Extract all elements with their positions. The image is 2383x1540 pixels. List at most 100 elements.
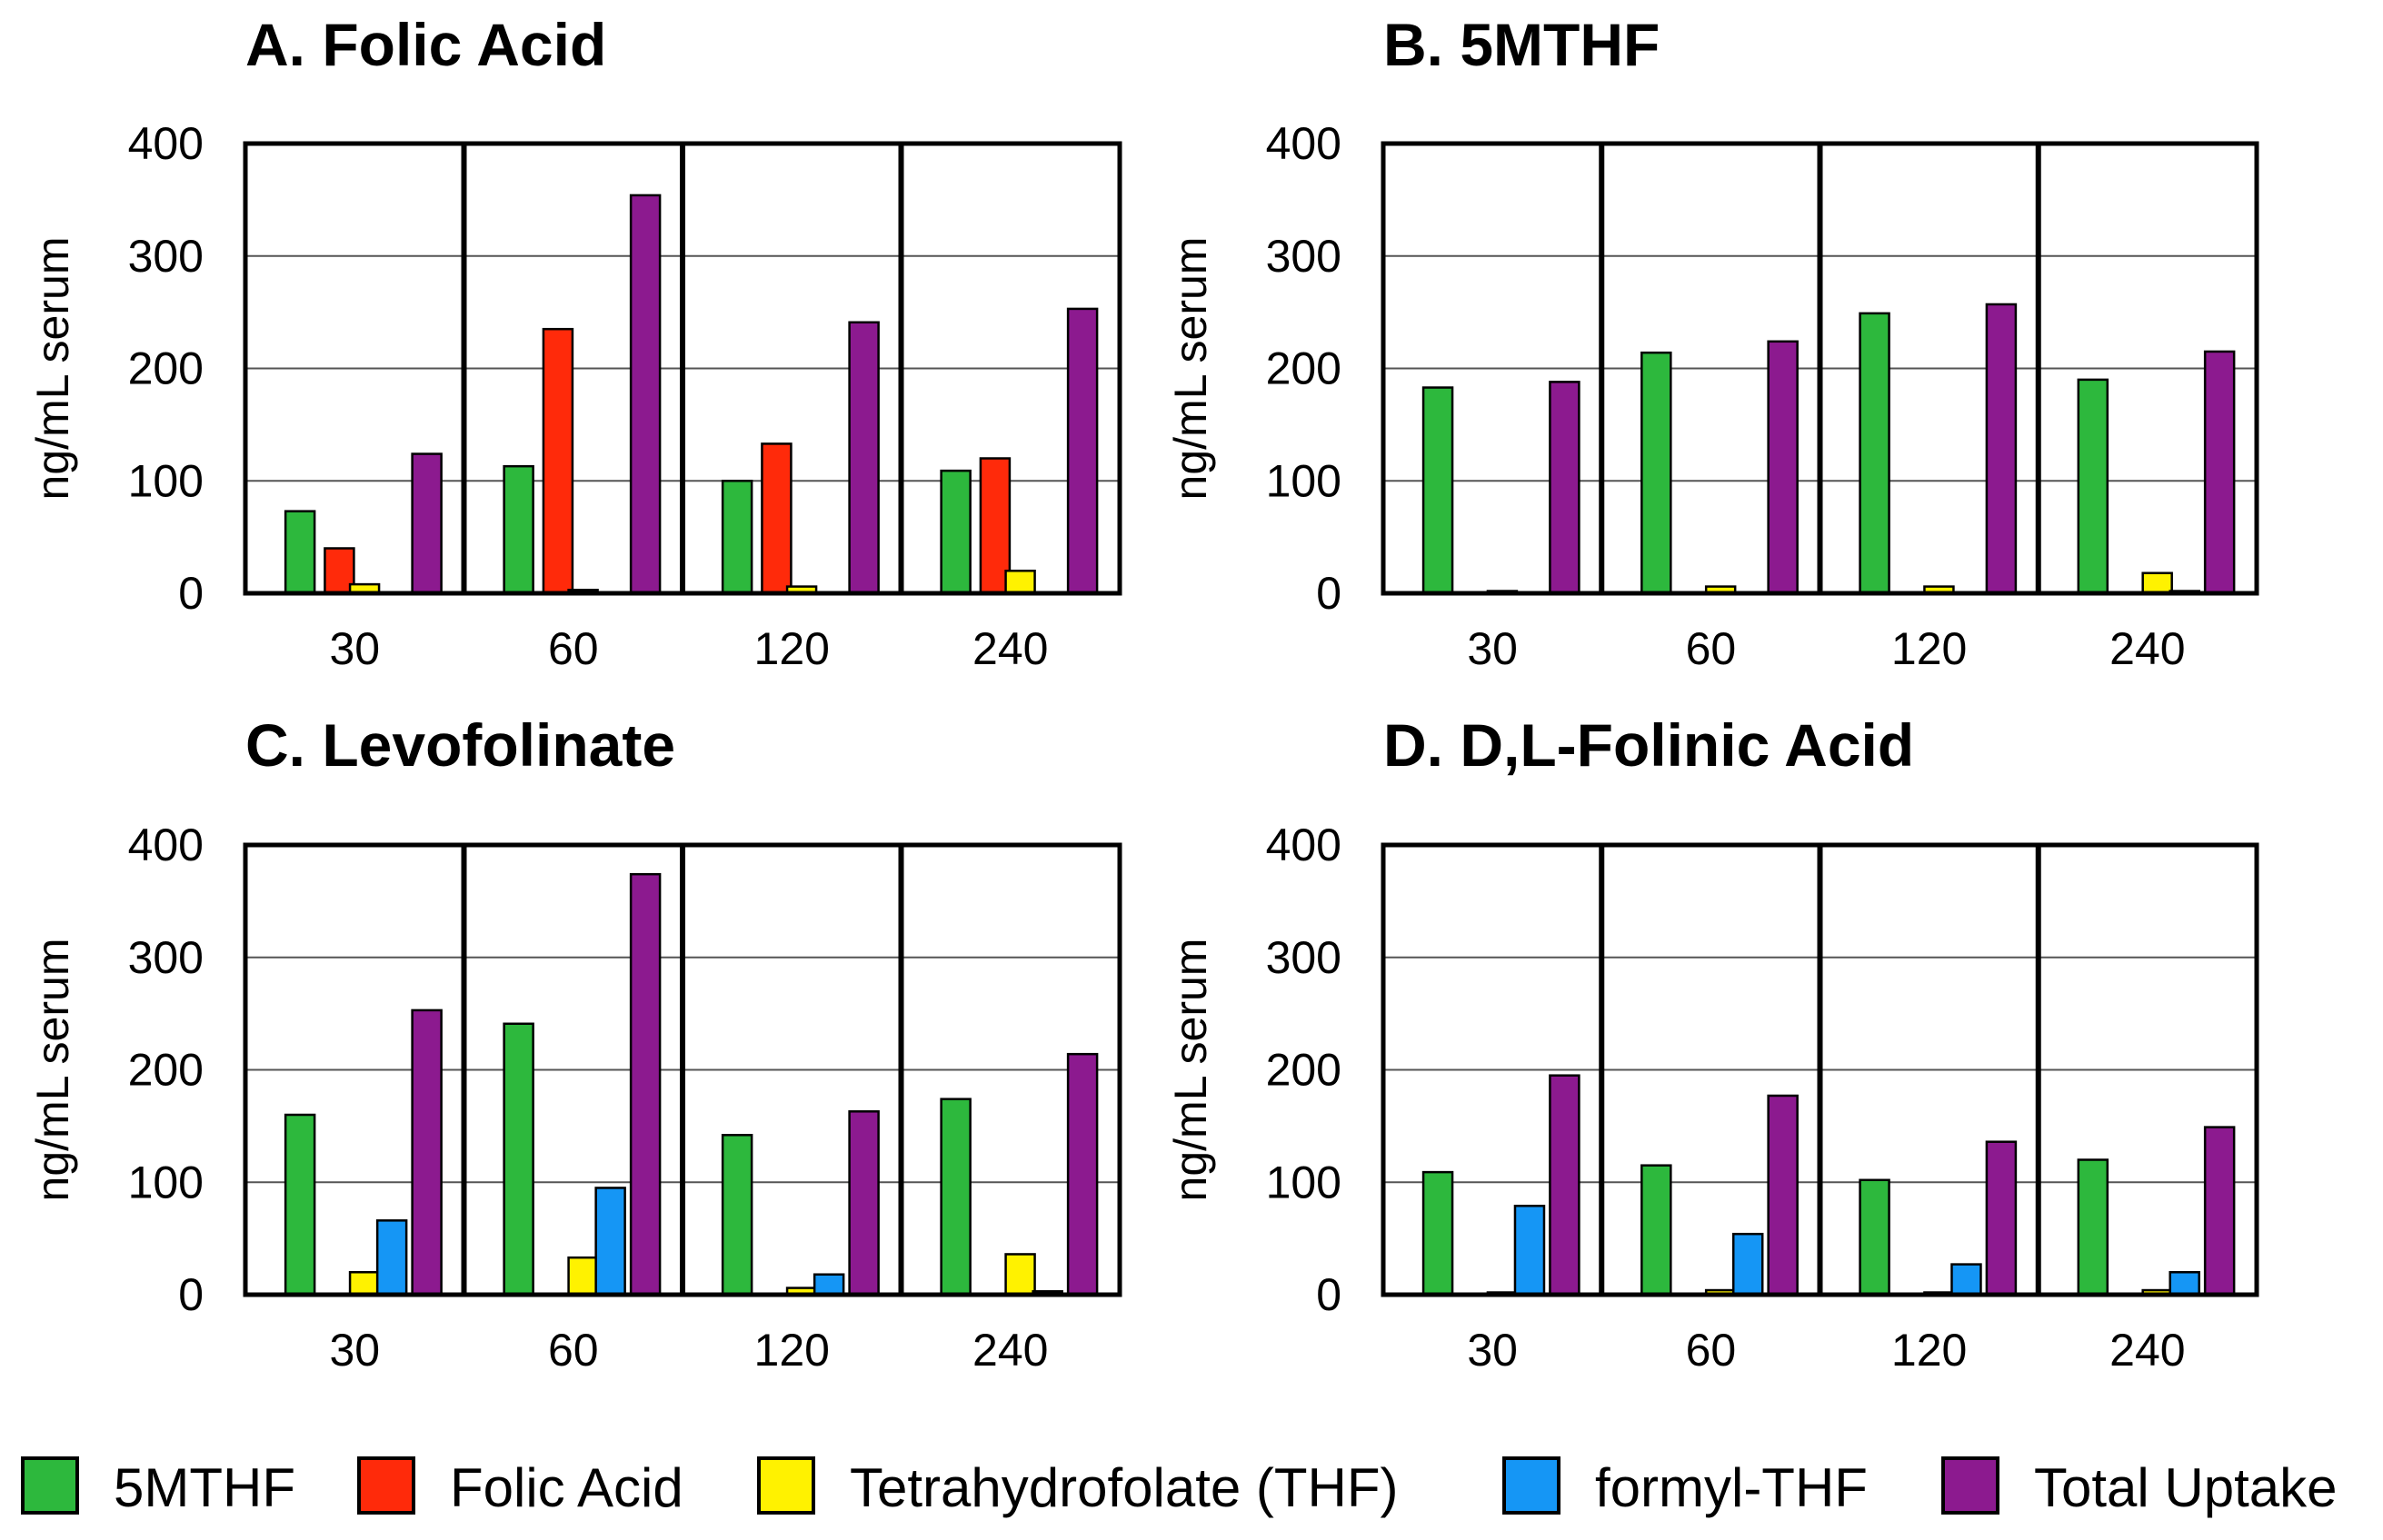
- legend-label-tetrahydrofolate-thf-: Tetrahydrofolate (THF): [850, 1457, 1399, 1518]
- panel-2-title: B. 5MTHF: [1383, 11, 1660, 78]
- panel-2-ylabel: ng/mL serum: [1165, 237, 1216, 501]
- panel-3-bar-5mthf-120: [721, 1134, 753, 1297]
- panel-1-xtick-label: 120: [754, 623, 830, 674]
- panel-2-bar-total-uptake-120: [1985, 303, 2018, 595]
- panel-4-bar-total-uptake-120: [1985, 1140, 2018, 1297]
- panel-4-ytick-label: 200: [1266, 1045, 1341, 1096]
- panel-1-title: A. Folic Acid: [245, 11, 606, 78]
- panel-3-bar-formyl-thf-30: [375, 1219, 408, 1297]
- panel-4-bar-5mthf-240: [2077, 1158, 2109, 1297]
- panel-3-title: C. Levofolinate: [245, 711, 675, 779]
- panel-3-bar-total-uptake-60: [629, 872, 662, 1297]
- panel-3-plot-frame: [243, 842, 1122, 1297]
- panel-4-bar-total-uptake-30: [1549, 1074, 1580, 1297]
- panel-3-bar-total-uptake-120: [848, 1110, 880, 1297]
- panel-4-title: D. D,L-Folinic Acid: [1383, 711, 1914, 779]
- panel-4-ytick-label: 300: [1266, 932, 1341, 983]
- panel-2-ytick-label: 400: [1266, 118, 1341, 169]
- panel-2-bar-tetrahydrofolate-thf--240: [2141, 571, 2173, 595]
- legend-label-total-uptake: Total Uptake: [2034, 1457, 2338, 1518]
- panel-3-ytick-label: 300: [128, 932, 204, 983]
- panel-4-xtick-label: 240: [2109, 1325, 2185, 1376]
- panel-1-bar-total-uptake-240: [1066, 307, 1099, 595]
- panel-4-bar-formyl-thf-240: [2169, 1271, 2200, 1297]
- panel-1-plot-frame: [243, 141, 1122, 596]
- panel-3-bar-5mthf-30: [284, 1113, 316, 1297]
- panel-3-bar-total-uptake-30: [411, 1008, 443, 1297]
- panel-3-ytick-label: 400: [128, 820, 204, 870]
- panel-1-bar-total-uptake-60: [629, 194, 662, 595]
- legend-swatch-formyl-thf: [1502, 1456, 1560, 1515]
- panel-3-bar-total-uptake-240: [1066, 1052, 1099, 1297]
- legend-swatch-total-uptake: [1941, 1456, 1999, 1515]
- panel-4-bar-formyl-thf-30: [1513, 1204, 1546, 1297]
- panel-2-bar-5mthf-30: [1421, 386, 1454, 595]
- panel-1-xtick-label: 60: [548, 623, 599, 674]
- legend-label-folic-acid: Folic Acid: [450, 1457, 683, 1518]
- panel-1-ytick-label: 200: [128, 343, 204, 394]
- panel-3-xtick-label: 240: [972, 1325, 1048, 1376]
- legend-swatch-tetrahydrofolate-thf-: [757, 1456, 815, 1515]
- panel-2-xtick-label: 120: [1891, 623, 1967, 674]
- panel-3-ylabel: ng/mL serum: [27, 939, 78, 1202]
- panel-3-xtick-label: 60: [548, 1325, 599, 1376]
- panel-3-bar-formyl-thf-120: [813, 1273, 845, 1297]
- panel-4-bar-5mthf-60: [1640, 1164, 1672, 1297]
- panel-1-bar-5mthf-30: [284, 510, 316, 595]
- legend-label-formyl-thf: formyl-THF: [1595, 1457, 1868, 1518]
- panel-1-ylabel: ng/mL serum: [27, 237, 78, 501]
- panel-4-xtick-label: 60: [1686, 1325, 1737, 1376]
- panel-4-bar-formyl-thf-120: [1950, 1263, 1982, 1297]
- panel-1-bar-folic-acid-60: [542, 327, 574, 595]
- panel-4-ytick-label: 400: [1266, 820, 1341, 870]
- panel-2-bar-total-uptake-60: [1767, 340, 1799, 595]
- panel-4-bar-formyl-thf-60: [1731, 1232, 1764, 1297]
- panel-2-xtick-label: 240: [2109, 623, 2185, 674]
- panel-3-bar-5mthf-240: [940, 1098, 972, 1297]
- panel-2-ytick-label: 100: [1266, 455, 1341, 506]
- panel-3-bar-tetrahydrofolate-thf--240: [1004, 1253, 1036, 1297]
- panel-2-ytick-label: 200: [1266, 343, 1341, 394]
- panel-1-bar-folic-acid-120: [761, 442, 793, 595]
- panel-4-ytick-label: 0: [1316, 1269, 1341, 1320]
- panel-2-xtick-label: 30: [1467, 623, 1518, 674]
- panel-2-plot-frame: [1381, 141, 2259, 596]
- panel-4-ylabel: ng/mL serum: [1165, 939, 1216, 1202]
- panel-3-ytick-label: 100: [128, 1157, 204, 1207]
- panel-2-xtick-label: 60: [1686, 623, 1737, 674]
- legend-swatch-folic-acid: [357, 1456, 415, 1515]
- panel-1-bar-5mthf-240: [940, 469, 972, 595]
- panel-3-ytick-label: 0: [178, 1269, 204, 1320]
- panel-3-bar-tetrahydrofolate-thf--60: [567, 1256, 599, 1297]
- legend-label-5mthf: 5MTHF: [114, 1457, 295, 1518]
- panel-3-xtick-label: 30: [329, 1325, 380, 1376]
- panel-3-ytick-label: 200: [128, 1045, 204, 1096]
- panel-3-bar-tetrahydrofolate-thf--30: [348, 1271, 381, 1297]
- panel-1-bar-total-uptake-30: [411, 452, 443, 595]
- panel-4-bar-total-uptake-60: [1767, 1094, 1799, 1297]
- panel-2-bar-5mthf-240: [2077, 378, 2109, 595]
- panel-1-bar-total-uptake-120: [848, 321, 880, 595]
- panel-1-bar-5mthf-60: [503, 464, 534, 595]
- panel-2-ytick-label: 0: [1316, 568, 1341, 619]
- legend-swatch-5mthf: [21, 1456, 79, 1515]
- panel-1-xtick-label: 240: [972, 623, 1048, 674]
- panel-4-bar-5mthf-30: [1421, 1170, 1454, 1297]
- panel-1-ytick-label: 100: [128, 455, 204, 506]
- panel-2-bar-total-uptake-240: [2203, 350, 2236, 595]
- panel-1-bar-tetrahydrofolate-thf--240: [1004, 570, 1036, 595]
- panel-1-ytick-label: 300: [128, 231, 204, 282]
- panel-2-ytick-label: 300: [1266, 231, 1341, 282]
- panel-2-bar-5mthf-120: [1859, 312, 1890, 595]
- panel-3-xtick-label: 120: [754, 1325, 830, 1376]
- panel-4-ytick-label: 100: [1266, 1157, 1341, 1207]
- panel-4-plot-frame: [1381, 842, 2259, 1297]
- panel-4-bar-total-uptake-240: [2203, 1126, 2236, 1297]
- panel-1-bar-5mthf-120: [721, 480, 753, 595]
- panel-3-bar-formyl-thf-60: [594, 1187, 626, 1297]
- panel-4-xtick-label: 120: [1891, 1325, 1967, 1376]
- panel-1-xtick-label: 30: [329, 623, 380, 674]
- panel-2-bar-total-uptake-30: [1549, 381, 1580, 595]
